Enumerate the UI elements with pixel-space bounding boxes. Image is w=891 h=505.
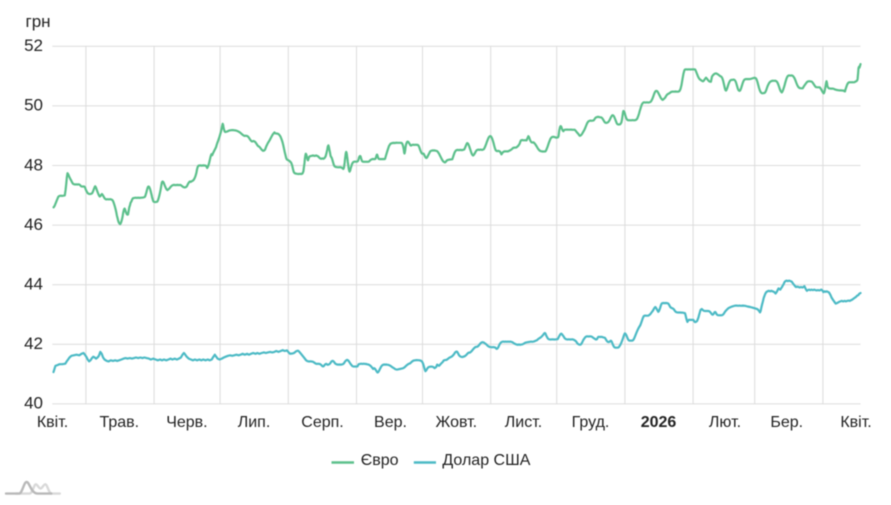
svg-text:грн: грн: [26, 12, 51, 31]
svg-text:40: 40: [24, 394, 43, 413]
svg-text:44: 44: [24, 275, 43, 294]
svg-text:Бер.: Бер.: [770, 414, 803, 431]
svg-text:Долар США: Долар США: [442, 452, 530, 469]
svg-text:Лют.: Лют.: [709, 414, 741, 431]
svg-text:48: 48: [24, 155, 43, 174]
svg-text:Євро: Євро: [361, 452, 399, 469]
svg-text:Трав.: Трав.: [99, 414, 139, 431]
svg-text:50: 50: [24, 96, 43, 115]
svg-text:Вер.: Вер.: [374, 414, 407, 431]
svg-text:Лип.: Лип.: [238, 414, 271, 431]
svg-text:Серп.: Серп.: [301, 414, 343, 431]
svg-text:Груд.: Груд.: [572, 414, 610, 431]
svg-text:Квіт.: Квіт.: [37, 414, 68, 431]
svg-text:2026: 2026: [641, 414, 677, 431]
svg-text:Квіт.: Квіт.: [840, 414, 871, 431]
svg-text:42: 42: [24, 334, 43, 353]
svg-text:52: 52: [24, 36, 43, 55]
svg-text:Черв.: Черв.: [166, 414, 207, 431]
svg-text:Жовт.: Жовт.: [435, 414, 477, 431]
svg-text:46: 46: [24, 215, 43, 234]
svg-text:Лист.: Лист.: [505, 414, 542, 431]
